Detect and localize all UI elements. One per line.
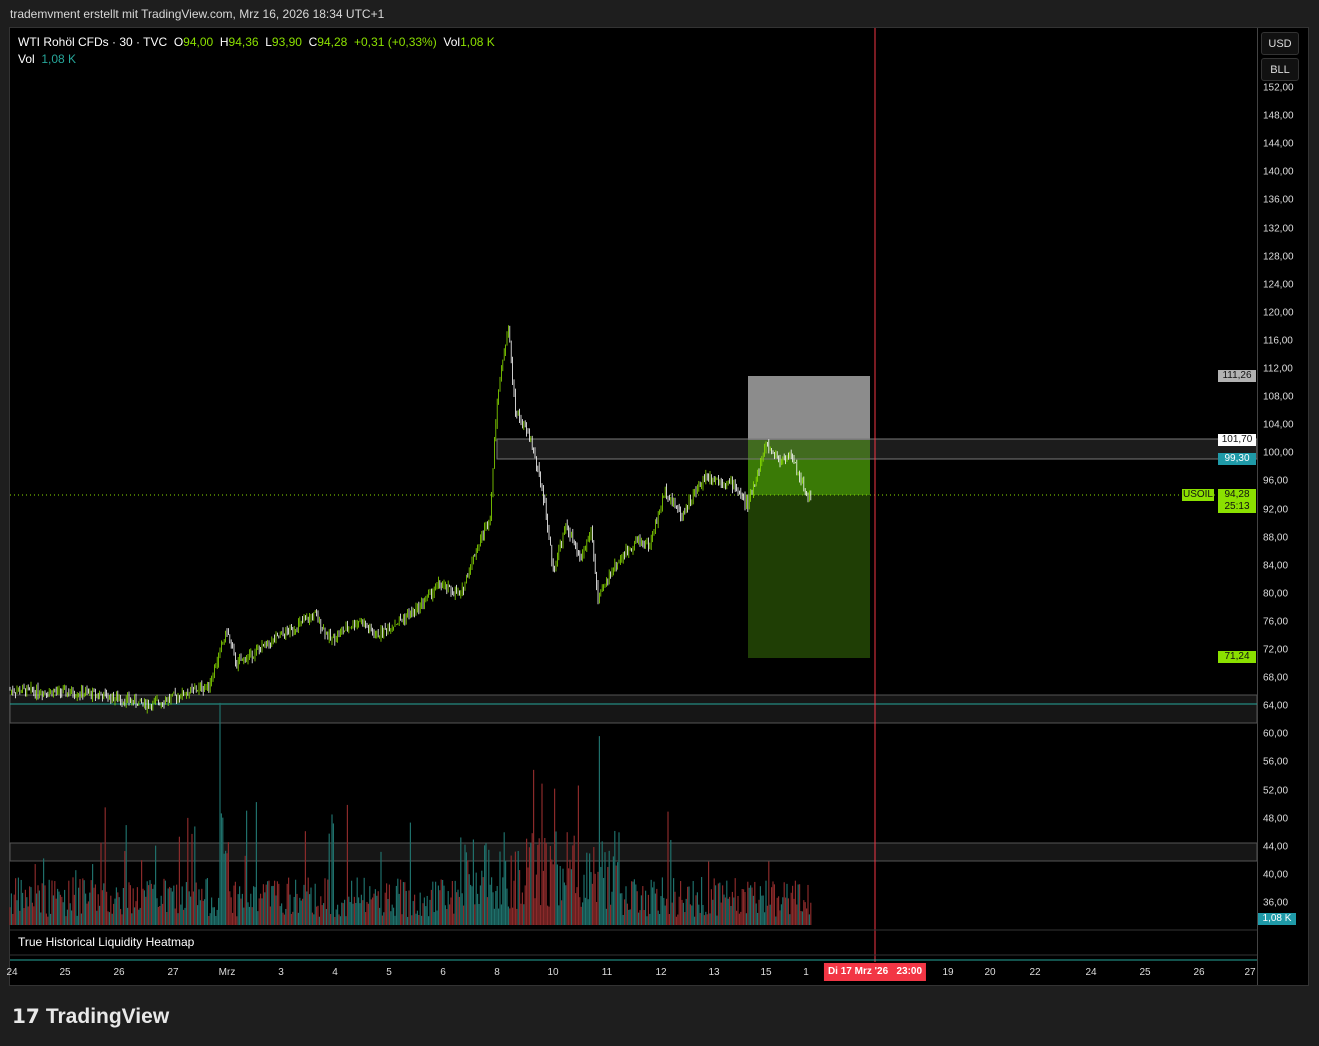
entry-price-tag: 101,70	[1218, 434, 1256, 446]
time-label: 11	[601, 967, 613, 978]
price-label: 80,00	[1263, 588, 1289, 600]
time-label: 25	[1139, 967, 1151, 978]
time-label: 24	[6, 967, 18, 978]
time-label: 25	[59, 967, 71, 978]
volume-indicator-label[interactable]: Vol	[18, 52, 35, 66]
price-label: 132,00	[1263, 223, 1294, 234]
last-price-tag: 94,28	[1218, 489, 1256, 501]
high-value: 94,36	[228, 35, 259, 49]
open-label: O	[173, 35, 184, 49]
time-label: 15	[760, 967, 772, 978]
price-label: 68,00	[1263, 672, 1289, 684]
target-price-tag: 71,24	[1218, 651, 1256, 663]
price-label: 124,00	[1263, 279, 1294, 291]
currency-button[interactable]: USD	[1261, 32, 1299, 55]
indicator-title[interactable]: True Historical Liquidity Heatmap	[18, 935, 195, 949]
price-label: 64,00	[1263, 700, 1289, 712]
time-label: 20	[984, 967, 996, 978]
price-label: 112,00	[1263, 363, 1293, 375]
low-value: 93,90	[271, 35, 302, 49]
liquidity-zone	[9, 842, 1258, 862]
symbol-name[interactable]: WTI Rohöl CFDs · 30 · TVC	[18, 35, 168, 49]
close-value: 94,28	[317, 35, 348, 49]
liquidity-zone	[9, 694, 1258, 724]
price-label: 108,00	[1263, 391, 1294, 403]
chart-caption: trademvment erstellt mit TradingView.com…	[10, 7, 385, 21]
time-label: 27	[167, 967, 179, 978]
price-label: 52,00	[1263, 785, 1289, 796]
price-label: 136,00	[1263, 194, 1294, 206]
stop-zone	[748, 376, 870, 440]
bar-countdown: 25:13	[1218, 501, 1256, 513]
vol-label: Vol	[443, 35, 461, 49]
time-label: 1	[803, 967, 809, 978]
price-label: 76,00	[1263, 616, 1289, 628]
price-label: 100,00	[1263, 447, 1294, 459]
change-value: +0,31 (+0,33%)	[354, 35, 437, 49]
close-label: C	[308, 35, 318, 49]
volume-indicator-value: 1,08 K	[41, 52, 77, 66]
price-label: 128,00	[1263, 251, 1294, 263]
time-label: 27	[1244, 967, 1256, 978]
crosshair-time-label: Di 17 Mrz '26 23:00	[823, 963, 927, 981]
time-label: Mrz	[218, 967, 236, 978]
price-label: 144,00	[1263, 138, 1294, 150]
price-label: 116,00	[1263, 335, 1293, 347]
volume-tag: 1,08 K	[1258, 913, 1296, 925]
price-label: 84,00	[1263, 560, 1289, 572]
unit-button[interactable]: BLL	[1261, 58, 1299, 81]
low-label: L	[265, 35, 272, 49]
high-label: H	[219, 35, 229, 49]
time-label: 22	[1029, 967, 1041, 978]
price-label: 96,00	[1263, 475, 1289, 487]
price-label: 120,00	[1263, 307, 1294, 319]
time-label: 19	[942, 967, 954, 978]
price-label: 56,00	[1263, 756, 1289, 768]
time-label: 26	[113, 967, 125, 978]
time-label: 8	[494, 967, 500, 978]
symbol-legend: WTI Rohöl CFDs · 30 · TVC O94,00 H94,36 …	[18, 35, 495, 66]
symbol-tag: USOIL	[1182, 489, 1214, 501]
price-label: 36,00	[1263, 897, 1289, 909]
resistance-zone	[496, 438, 1258, 460]
price-label: 92,00	[1263, 504, 1289, 515]
time-label: 4	[332, 967, 338, 978]
time-label: 13	[708, 967, 720, 978]
price-label: 104,00	[1263, 419, 1294, 431]
vol-value: 1,08 K	[460, 35, 495, 49]
price-label: 88,00	[1263, 532, 1289, 544]
price-label: 48,00	[1263, 813, 1289, 825]
price-axis[interactable]	[1257, 28, 1308, 985]
price-label: 40,00	[1263, 869, 1289, 881]
tradingview-logo[interactable]: 𝟭𝟳 TradingView	[12, 1004, 170, 1029]
time-label: 6	[440, 967, 446, 978]
price-label: 60,00	[1263, 728, 1289, 740]
stop-price-tag: 111,26	[1218, 370, 1256, 382]
time-label: 10	[547, 967, 559, 978]
price-label: 140,00	[1263, 166, 1294, 178]
zone-price-tag: 99,30	[1218, 453, 1256, 465]
price-label: 148,00	[1263, 110, 1294, 122]
time-label: 24	[1085, 967, 1097, 978]
tv-logo-icon: 𝟭𝟳	[12, 1006, 40, 1028]
profit-zone-filled	[748, 440, 870, 495]
price-label: 44,00	[1263, 841, 1289, 853]
profit-zone	[748, 495, 870, 658]
chart-frame[interactable]	[9, 27, 1309, 986]
time-label: 3	[278, 967, 284, 978]
open-value: 94,00	[183, 35, 214, 49]
price-label: 152,00	[1263, 82, 1294, 94]
price-label: 72,00	[1263, 644, 1289, 656]
time-label: 5	[386, 967, 392, 978]
time-label: 26	[1193, 967, 1205, 978]
time-label: 12	[655, 967, 667, 978]
